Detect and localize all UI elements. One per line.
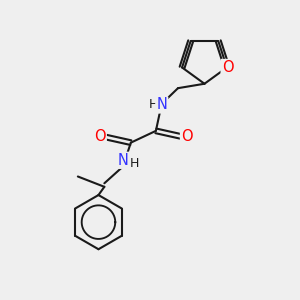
Text: N: N — [156, 98, 167, 112]
Text: N: N — [118, 153, 129, 168]
Text: H: H — [130, 157, 139, 170]
Text: O: O — [94, 129, 106, 144]
Text: H: H — [148, 98, 158, 111]
Text: O: O — [181, 129, 193, 144]
Text: O: O — [222, 60, 233, 75]
